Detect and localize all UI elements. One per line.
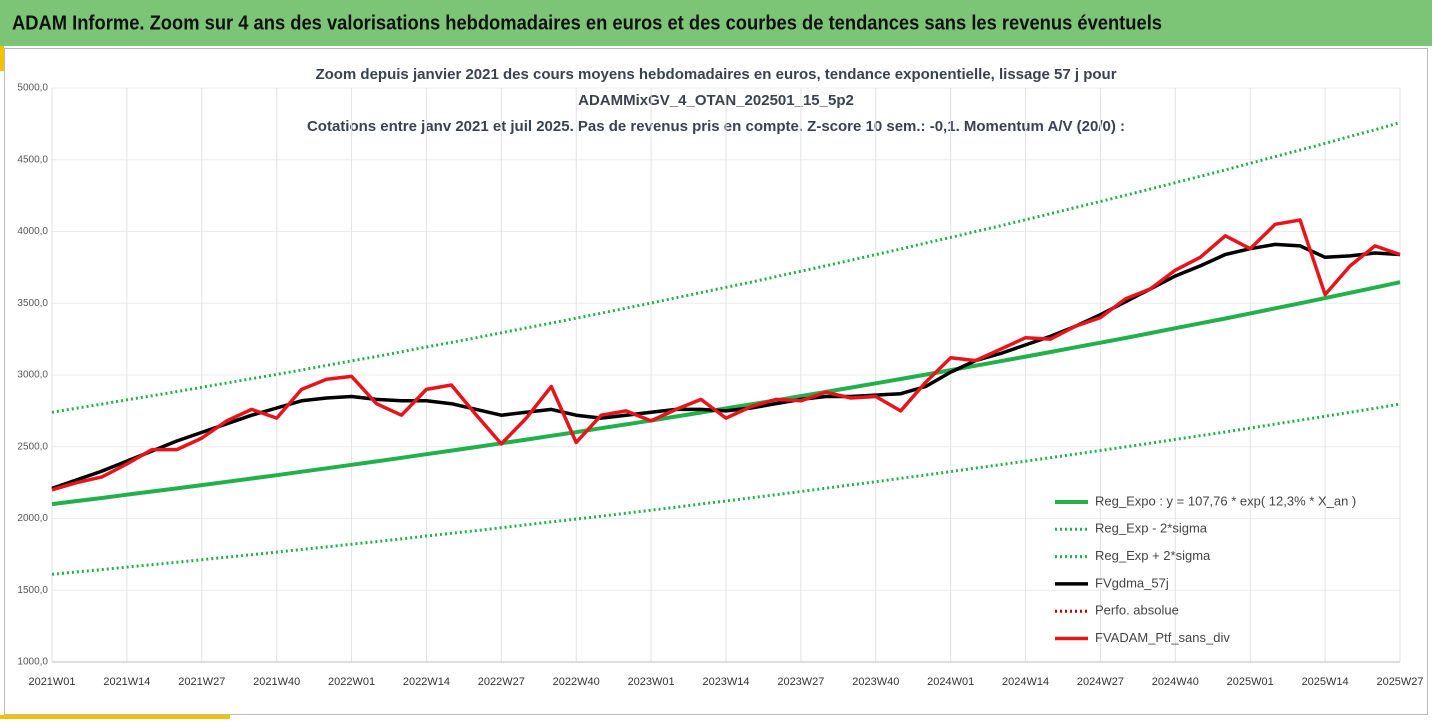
legend-label: Reg_Exp + 2*sigma (1095, 548, 1211, 563)
accent (0, 715, 230, 719)
series-line (51, 402, 1401, 576)
legend-label: FVgdma_57j (1095, 575, 1169, 590)
x-tick-label: 2024W01 (927, 676, 974, 688)
x-tick-label: 2021W01 (28, 676, 75, 688)
x-tick-label: 2024W14 (1002, 676, 1049, 688)
x-tick-label: 2025W27 (1376, 676, 1423, 688)
series-line (51, 218, 1401, 492)
x-tick-label: 2025W14 (1302, 676, 1349, 688)
y-tick-label: 4000,0 (17, 226, 48, 237)
chart-title: Cotations entre janv 2021 et juil 2025. … (307, 118, 1125, 135)
legend-label: FVADAM_Ptf_sans_div (1095, 630, 1230, 645)
legend-label: Reg_Expo : y = 107,76 * exp( 12,3% * X_a… (1095, 493, 1356, 508)
x-tick-label: 2023W14 (702, 676, 749, 688)
header-title: ADAM Informe. Zoom sur 4 ans des valoris… (12, 12, 1162, 34)
x-tick-label: 2021W27 (178, 676, 225, 688)
series-line (51, 280, 1401, 507)
y-tick-label: 1000,0 (17, 657, 48, 668)
x-tick-label: 2022W40 (553, 676, 600, 688)
series-line (51, 121, 1401, 414)
x-tick-label: 2022W14 (403, 676, 450, 688)
y-tick-label: 3000,0 (17, 370, 48, 381)
y-tick-label: 4500,0 (17, 154, 48, 165)
accent (0, 46, 4, 71)
legend-label: Reg_Exp - 2*sigma (1095, 521, 1208, 536)
x-tick-label: 2024W27 (1077, 676, 1124, 688)
header-bar (0, 0, 1432, 46)
x-tick-label: 2025W01 (1227, 676, 1274, 688)
chart-frame (4, 48, 1428, 715)
x-tick-label: 2021W40 (253, 676, 300, 688)
x-tick-label: 2023W27 (777, 676, 824, 688)
y-tick-label: 5000,0 (17, 83, 48, 94)
x-tick-label: 2023W01 (628, 676, 675, 688)
x-tick-label: 2024W40 (1152, 676, 1199, 688)
chart-title: ADAMMixGV_4_OTAN_202501_15_5p2 (578, 92, 854, 109)
series-line (51, 242, 1401, 491)
x-tick-label: 2022W01 (328, 676, 375, 688)
y-tick-label: 2000,0 (17, 513, 48, 524)
chart-title: Zoom depuis janvier 2021 des cours moyen… (315, 66, 1116, 83)
y-tick-label: 2500,0 (17, 441, 48, 452)
x-tick-label: 2021W14 (103, 676, 150, 688)
x-tick-label: 2022W27 (478, 676, 525, 688)
y-tick-label: 1500,0 (17, 585, 48, 596)
legend-label: Perfo. absolue (1095, 603, 1179, 618)
y-tick-label: 3500,0 (17, 298, 48, 309)
x-tick-label: 2023W40 (852, 676, 899, 688)
